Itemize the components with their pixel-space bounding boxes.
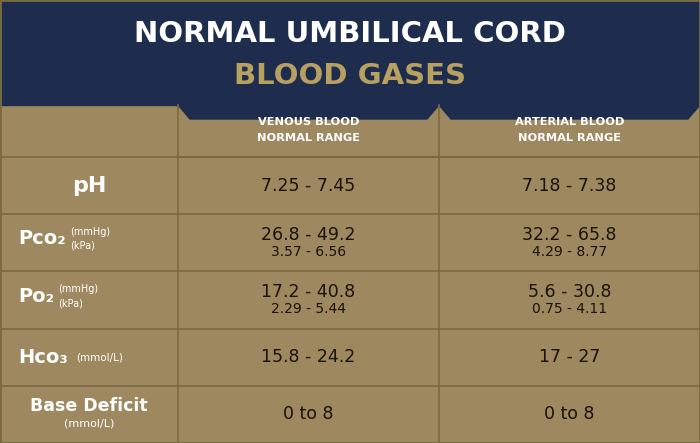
Polygon shape xyxy=(439,105,700,119)
Text: (mmol/L): (mmol/L) xyxy=(76,352,123,362)
Text: 3.57 - 6.56: 3.57 - 6.56 xyxy=(271,245,346,259)
Text: 0 to 8: 0 to 8 xyxy=(284,405,334,424)
Text: 0.75 - 4.11: 0.75 - 4.11 xyxy=(532,302,607,316)
Text: 7.25 - 7.45: 7.25 - 7.45 xyxy=(261,177,356,194)
Text: NORMAL UMBILICAL CORD: NORMAL UMBILICAL CORD xyxy=(134,19,566,47)
Text: (mmHg): (mmHg) xyxy=(58,284,98,294)
Text: (kPa): (kPa) xyxy=(70,241,95,251)
Text: Base Deficit: Base Deficit xyxy=(30,397,148,416)
Text: (mmol/L): (mmol/L) xyxy=(64,418,114,428)
Text: (kPa): (kPa) xyxy=(58,298,83,308)
Text: VENOUS BLOOD: VENOUS BLOOD xyxy=(258,117,359,127)
Text: 7.18 - 7.38: 7.18 - 7.38 xyxy=(522,177,617,194)
Text: 2.29 - 5.44: 2.29 - 5.44 xyxy=(271,302,346,316)
Text: 5.6 - 30.8: 5.6 - 30.8 xyxy=(528,283,611,301)
Text: (mmHg): (mmHg) xyxy=(70,227,110,237)
Text: Pco₂: Pco₂ xyxy=(18,229,66,248)
Polygon shape xyxy=(178,105,439,119)
Text: 32.2 - 65.8: 32.2 - 65.8 xyxy=(522,226,617,244)
Text: 0 to 8: 0 to 8 xyxy=(545,405,595,424)
Text: 17 - 27: 17 - 27 xyxy=(539,348,600,366)
Text: NORMAL RANGE: NORMAL RANGE xyxy=(518,133,621,143)
Text: Po₂: Po₂ xyxy=(18,287,54,306)
Text: pH: pH xyxy=(72,175,106,196)
Text: BLOOD GASES: BLOOD GASES xyxy=(234,62,466,89)
Text: 15.8 - 24.2: 15.8 - 24.2 xyxy=(261,348,356,366)
Text: ARTERIAL BLOOD: ARTERIAL BLOOD xyxy=(514,117,624,127)
Text: NORMAL RANGE: NORMAL RANGE xyxy=(257,133,360,143)
Bar xyxy=(0,0,700,105)
Text: 4.29 - 8.77: 4.29 - 8.77 xyxy=(532,245,607,259)
Text: Hco₃: Hco₃ xyxy=(18,348,68,367)
Text: 17.2 - 40.8: 17.2 - 40.8 xyxy=(261,283,356,301)
Text: 26.8 - 49.2: 26.8 - 49.2 xyxy=(261,226,356,244)
